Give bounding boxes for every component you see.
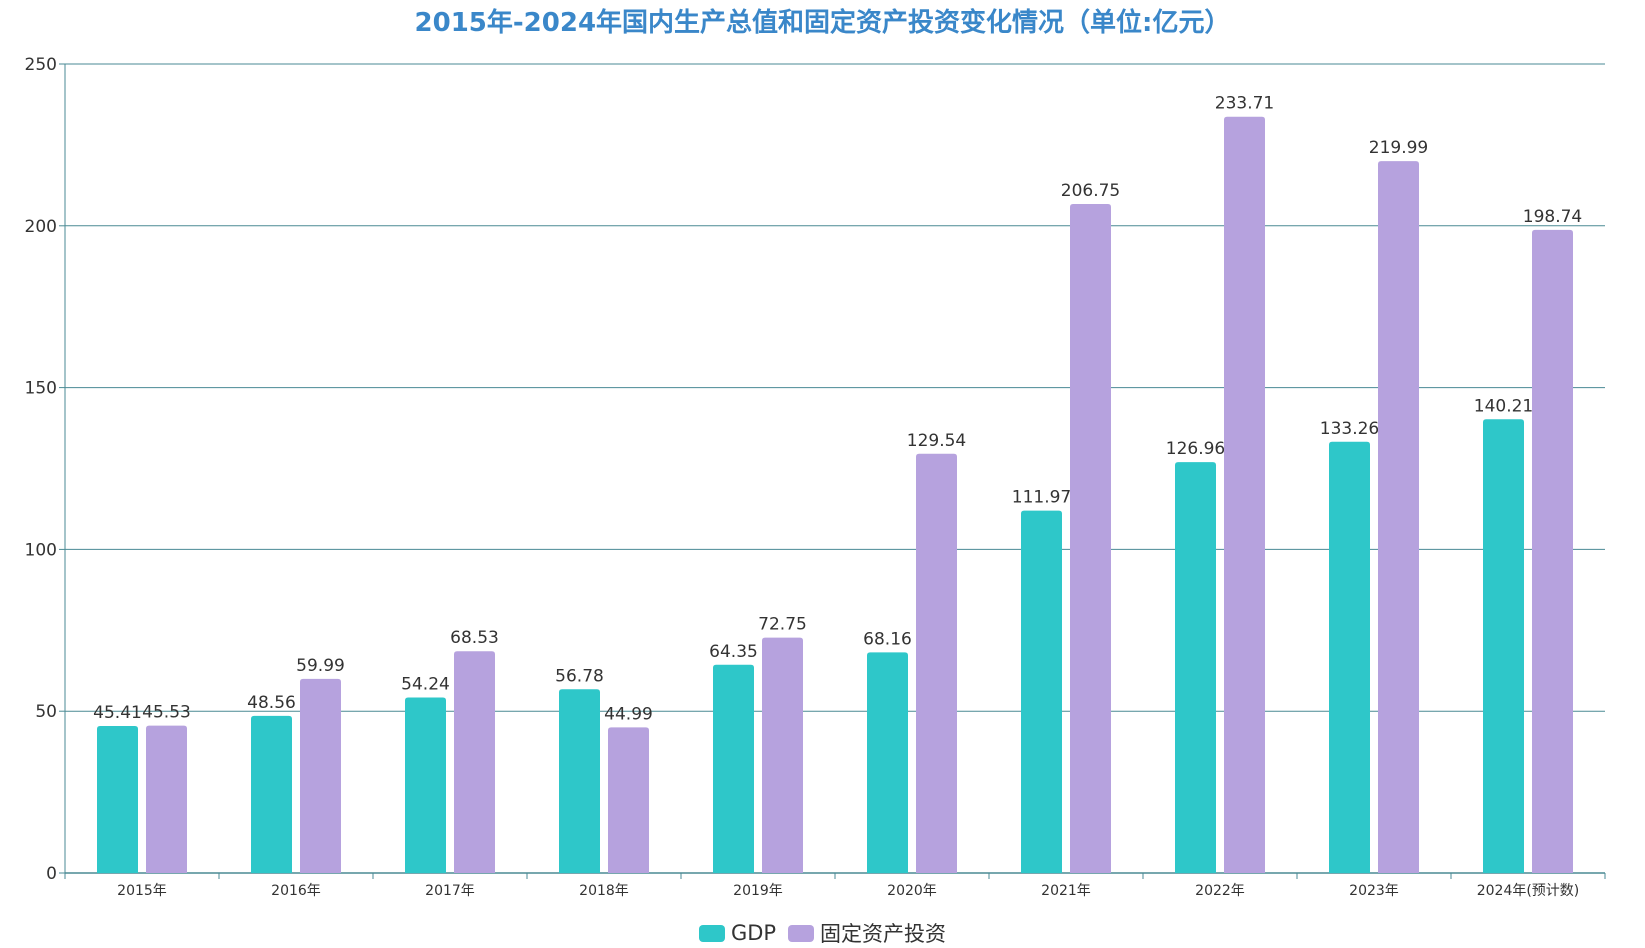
- legend-label-investment: 固定资产投资: [820, 922, 947, 946]
- y-tick-label: 0: [46, 864, 57, 884]
- data-label-gdp: 64.35: [709, 642, 758, 662]
- data-label-gdp: 140.21: [1474, 396, 1533, 416]
- bar-investment: [608, 727, 649, 873]
- data-label-investment: 68.53: [450, 628, 499, 648]
- bar-gdp: [713, 664, 754, 873]
- chart-title: 2015年-2024年国内生产总值和固定资产投资变化情况（单位:亿元）: [414, 8, 1231, 38]
- data-label-investment: 45.53: [142, 703, 191, 723]
- x-tick-label: 2016年: [271, 883, 321, 899]
- x-tick-label: 2017年: [425, 883, 475, 899]
- x-tick-label: 2024年(预计数): [1477, 883, 1580, 899]
- bar-gdp: [867, 652, 908, 873]
- data-label-gdp: 126.96: [1166, 439, 1225, 459]
- y-tick-label: 100: [25, 540, 57, 560]
- data-label-investment: 59.99: [296, 656, 345, 676]
- bar-investment: [762, 637, 803, 873]
- data-label-gdp: 111.97: [1012, 488, 1071, 508]
- x-tick-label: 2020年: [887, 883, 937, 899]
- data-label-investment: 129.54: [907, 431, 966, 451]
- x-tick-label: 2022年: [1195, 883, 1245, 899]
- data-label-investment: 206.75: [1061, 181, 1120, 201]
- bar-investment: [1378, 161, 1419, 873]
- data-label-investment: 72.75: [758, 615, 807, 635]
- x-tick-label: 2023年: [1349, 883, 1399, 899]
- data-label-gdp: 133.26: [1320, 419, 1379, 439]
- bar-gdp: [1329, 441, 1370, 873]
- bar-investment: [454, 651, 495, 873]
- bar-investment: [146, 725, 187, 873]
- x-tick-label: 2015年: [117, 883, 167, 899]
- bar-gdp: [1021, 510, 1062, 873]
- bar-gdp: [559, 689, 600, 873]
- data-label-gdp: 54.24: [401, 674, 450, 694]
- bar-investment: [1532, 229, 1573, 873]
- data-label-gdp: 68.16: [863, 629, 912, 649]
- y-tick-label: 200: [25, 217, 57, 237]
- bar-gdp: [251, 715, 292, 873]
- legend-label-gdp: GDP: [730, 921, 777, 945]
- data-label-investment: 44.99: [604, 704, 653, 724]
- legend-swatch-gdp: [698, 924, 725, 942]
- legend-item-gdp[interactable]: GDP: [698, 921, 777, 945]
- y-tick-label: 150: [25, 379, 57, 399]
- x-tick-label: 2021年: [1041, 883, 1091, 899]
- data-label-investment: 198.74: [1523, 207, 1582, 227]
- data-label-investment: 219.99: [1369, 138, 1428, 158]
- bar-investment: [1224, 116, 1265, 874]
- legend-item-investment[interactable]: 固定资产投资: [788, 918, 946, 948]
- bar-gdp: [1175, 462, 1216, 873]
- data-label-gdp: 45.41: [93, 703, 142, 723]
- bar-gdp: [1483, 419, 1524, 873]
- bar-gdp: [97, 726, 138, 873]
- x-tick-label: 2019年: [733, 883, 783, 899]
- x-tick-label: 2018年: [579, 883, 629, 899]
- legend: GDP 固定资产投资: [0, 920, 1645, 946]
- data-label-investment: 233.71: [1215, 94, 1274, 114]
- data-label-gdp: 48.56: [247, 693, 296, 713]
- y-tick-label: 50: [35, 702, 57, 722]
- data-label-gdp: 56.78: [555, 666, 604, 686]
- bar-gdp: [405, 697, 446, 873]
- y-tick-label: 250: [25, 55, 57, 75]
- legend-swatch-investment: [788, 924, 815, 942]
- bar-investment: [300, 678, 341, 873]
- bar-investment: [1070, 203, 1111, 873]
- bar-investment: [916, 453, 957, 873]
